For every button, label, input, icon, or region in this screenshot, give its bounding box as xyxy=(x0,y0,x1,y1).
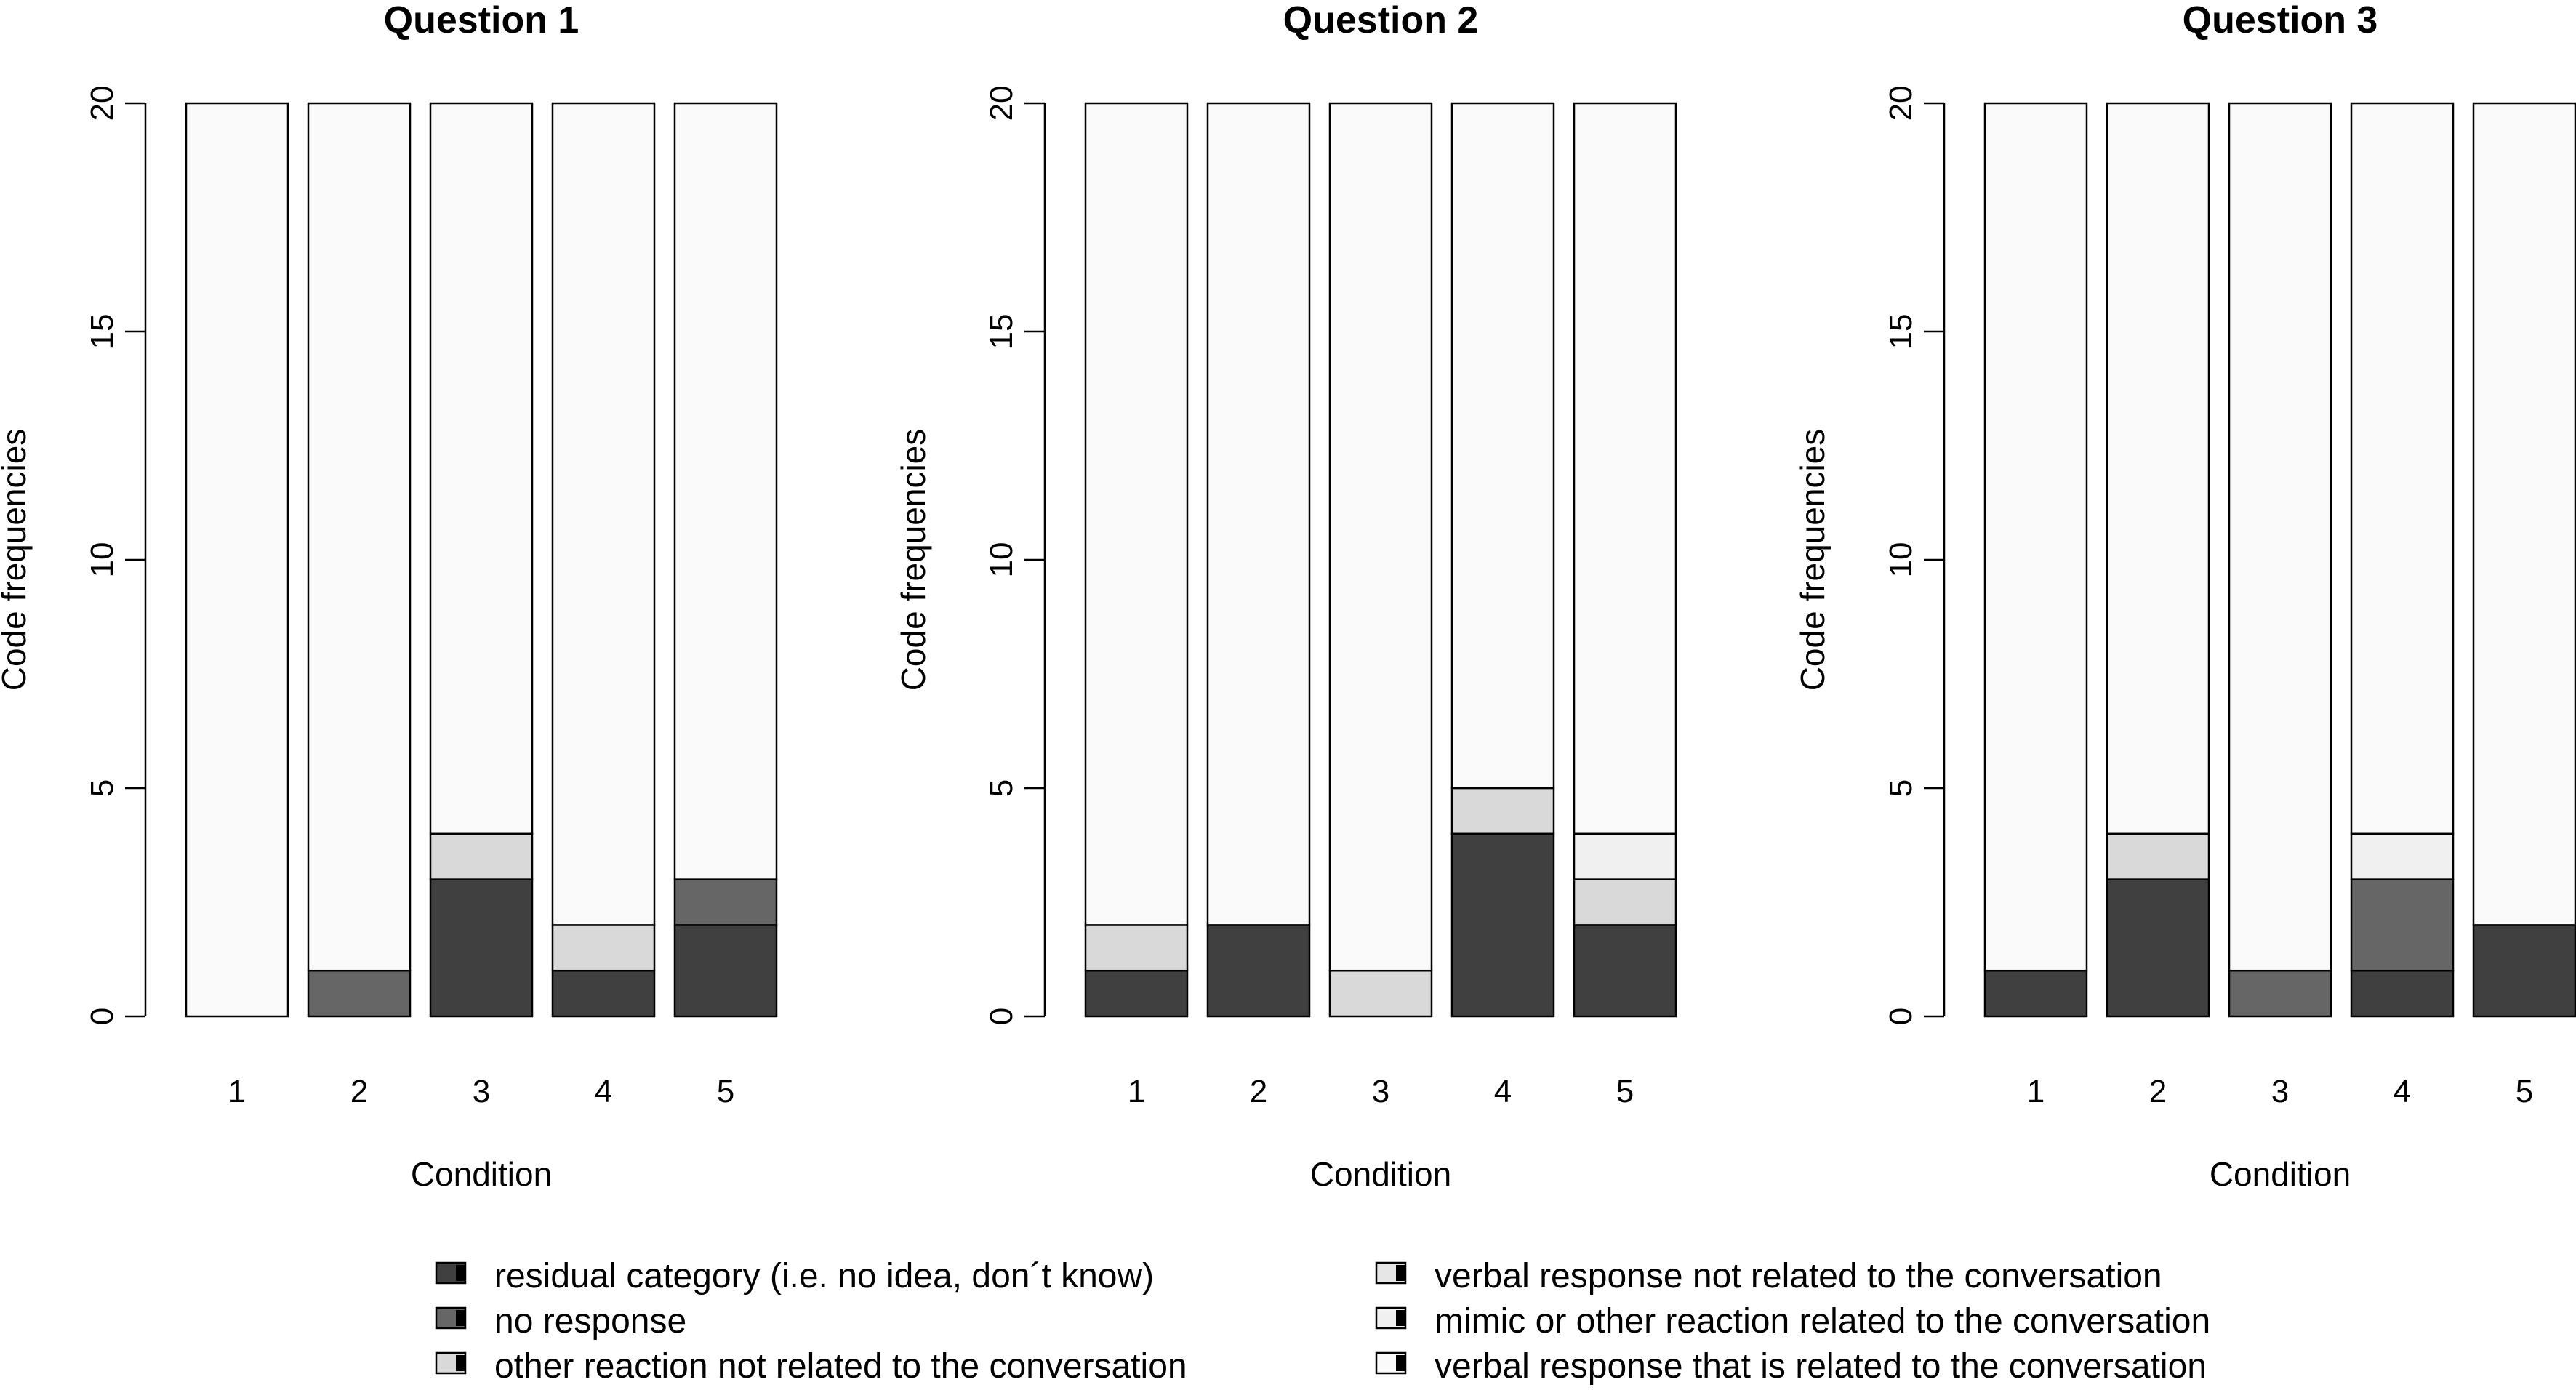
panel-3-bar-4-segment-1 xyxy=(2350,969,2455,1018)
panel-2-bar-1-segment-6 xyxy=(1084,102,1189,926)
panel-2-bar-4-segment-3 xyxy=(1450,787,1555,835)
panel-1-bar-3-segment-3 xyxy=(429,832,534,880)
panel-1-bar-2-segment-2 xyxy=(307,969,412,1018)
panel-3-y-tick-label: 10 xyxy=(1883,542,1919,578)
panel-1-y-tick-label: 0 xyxy=(84,1008,120,1025)
panel-3-x-tick-label: 5 xyxy=(2516,1074,2533,1109)
panel-2-bar-2-segment-6 xyxy=(1206,102,1311,926)
panel-2-x-tick-label: 1 xyxy=(1128,1074,1145,1109)
panel-2-bar-3-segment-6 xyxy=(1328,102,1433,972)
panel-1-bar-2-segment-6 xyxy=(307,102,412,972)
panel-2-x-tick-label: 4 xyxy=(1494,1074,1512,1109)
panel-2-bar-5-segment-3 xyxy=(1573,878,1677,926)
legend-swatch-marker-4 xyxy=(1396,1265,1405,1281)
panel-2-bar-1-segment-3 xyxy=(1084,924,1189,972)
panel-1-x-tick-label: 1 xyxy=(228,1074,246,1109)
panel-2-bar-5-segment-1 xyxy=(1573,924,1677,1018)
panel-2-x-tick-label: 2 xyxy=(1250,1074,1267,1109)
panel-2-bar-4-segment-1 xyxy=(1450,832,1555,1018)
legend-label-4: verbal response not related to the conve… xyxy=(1435,1257,2162,1295)
legend-swatch-marker-1 xyxy=(456,1265,465,1281)
legend-swatch-marker-3 xyxy=(456,1355,465,1371)
panel-3-x-tick-label: 2 xyxy=(2149,1074,2167,1109)
panel-1-title: Question 1 xyxy=(384,0,579,41)
panel-1-bar-5-segment-6 xyxy=(673,102,778,880)
panel-3-y-axis-label: Code frequencies xyxy=(1794,429,1831,691)
legend-swatch-marker-5 xyxy=(1396,1310,1405,1326)
panel-1-x-tick-label: 4 xyxy=(595,1074,612,1109)
panel-1-bar-3-segment-1 xyxy=(429,878,534,1018)
panel-3-bar-1-segment-6 xyxy=(1983,102,2088,972)
panel-3-bar-3-segment-6 xyxy=(2228,102,2332,972)
panel-1-bar-4-segment-3 xyxy=(551,924,656,972)
panel-1-x-axis-label: Condition xyxy=(411,1155,552,1193)
panel-1-y-tick-label: 15 xyxy=(84,314,120,350)
panel-3-y-tick-label: 15 xyxy=(1883,314,1919,350)
panel-2-y-tick-label: 15 xyxy=(984,314,1019,350)
panel-3-x-axis-label: Condition xyxy=(2210,1155,2351,1193)
panel-1-bar-1-segment-6 xyxy=(185,102,289,1018)
panel-3-bar-4-segment-6 xyxy=(2350,102,2455,835)
panel-1-bar-4-segment-6 xyxy=(551,102,656,926)
panel-1-y-tick-label: 20 xyxy=(84,86,120,121)
legend-label-3: other reaction not related to the conver… xyxy=(494,1347,1187,1386)
panel-3-bar-2-segment-6 xyxy=(2106,102,2210,835)
panel-3-x-tick-label: 1 xyxy=(2027,1074,2045,1109)
panel-3-bar-4-segment-5 xyxy=(2350,832,2455,880)
legend-swatch-marker-6 xyxy=(1396,1355,1405,1371)
panel-1-bar-3-segment-6 xyxy=(429,102,534,835)
panel-1-x-tick-label: 2 xyxy=(350,1074,368,1109)
panel-3-title: Question 3 xyxy=(2183,0,2378,41)
panel-2-x-tick-label: 3 xyxy=(1372,1074,1389,1109)
legend-swatch-marker-2 xyxy=(456,1310,465,1326)
panel-2-y-tick-label: 10 xyxy=(984,542,1019,578)
panel-1-y-axis-label: Code frequencies xyxy=(0,429,33,691)
panel-3-x-tick-label: 3 xyxy=(2271,1074,2289,1109)
panel-1-bar-5-segment-2 xyxy=(673,878,778,926)
legend-label-6: verbal response that is related to the c… xyxy=(1435,1347,2207,1386)
panel-1-bar-5-segment-1 xyxy=(673,924,778,1018)
panel-2-bar-5-segment-5 xyxy=(1573,832,1677,880)
legend-label-1: residual category (i.e. no idea, don´t k… xyxy=(494,1257,1154,1295)
panel-2-bar-2-segment-1 xyxy=(1206,924,1311,1018)
panel-2-bar-4-segment-6 xyxy=(1450,102,1555,790)
panel-2-x-axis-label: Condition xyxy=(1310,1155,1451,1193)
panel-2-y-tick-label: 0 xyxy=(984,1008,1019,1025)
panel-3-bar-1-segment-1 xyxy=(1983,969,2088,1018)
panel-1-x-tick-label: 3 xyxy=(473,1074,490,1109)
panel-3-bar-5-segment-1 xyxy=(2472,924,2576,1018)
panel-2-y-tick-label: 20 xyxy=(984,86,1019,121)
panel-3-x-tick-label: 4 xyxy=(2394,1074,2411,1109)
legend-label-5: mimic or other reaction related to the c… xyxy=(1435,1302,2210,1341)
panel-2-x-tick-label: 5 xyxy=(1616,1074,1634,1109)
panel-3-y-tick-label: 5 xyxy=(1883,779,1919,797)
panel-2-title: Question 2 xyxy=(1283,0,1479,41)
panel-3-bar-2-segment-3 xyxy=(2106,832,2210,880)
panel-3-bar-3-segment-2 xyxy=(2228,969,2332,1018)
legend-label-2: no response xyxy=(494,1302,686,1341)
panel-2-bar-1-segment-1 xyxy=(1084,969,1189,1018)
panel-1-bar-4-segment-1 xyxy=(551,969,656,1018)
panel-2-bar-5-segment-6 xyxy=(1573,102,1677,835)
panel-3-bar-5-segment-6 xyxy=(2472,102,2576,926)
panel-2-y-tick-label: 5 xyxy=(984,779,1019,797)
panel-1-x-tick-label: 5 xyxy=(717,1074,734,1109)
panel-3-y-tick-label: 20 xyxy=(1883,86,1919,121)
panel-2-bar-3-segment-3 xyxy=(1328,969,1433,1018)
panel-1-y-tick-label: 10 xyxy=(84,542,120,578)
panel-3-bar-4-segment-2 xyxy=(2350,878,2455,972)
panel-2-y-axis-label: Code frequencies xyxy=(894,429,932,691)
panel-3-y-tick-label: 0 xyxy=(1883,1008,1919,1025)
panel-3-bar-2-segment-1 xyxy=(2106,878,2210,1018)
panel-1-y-tick-label: 5 xyxy=(84,779,120,797)
